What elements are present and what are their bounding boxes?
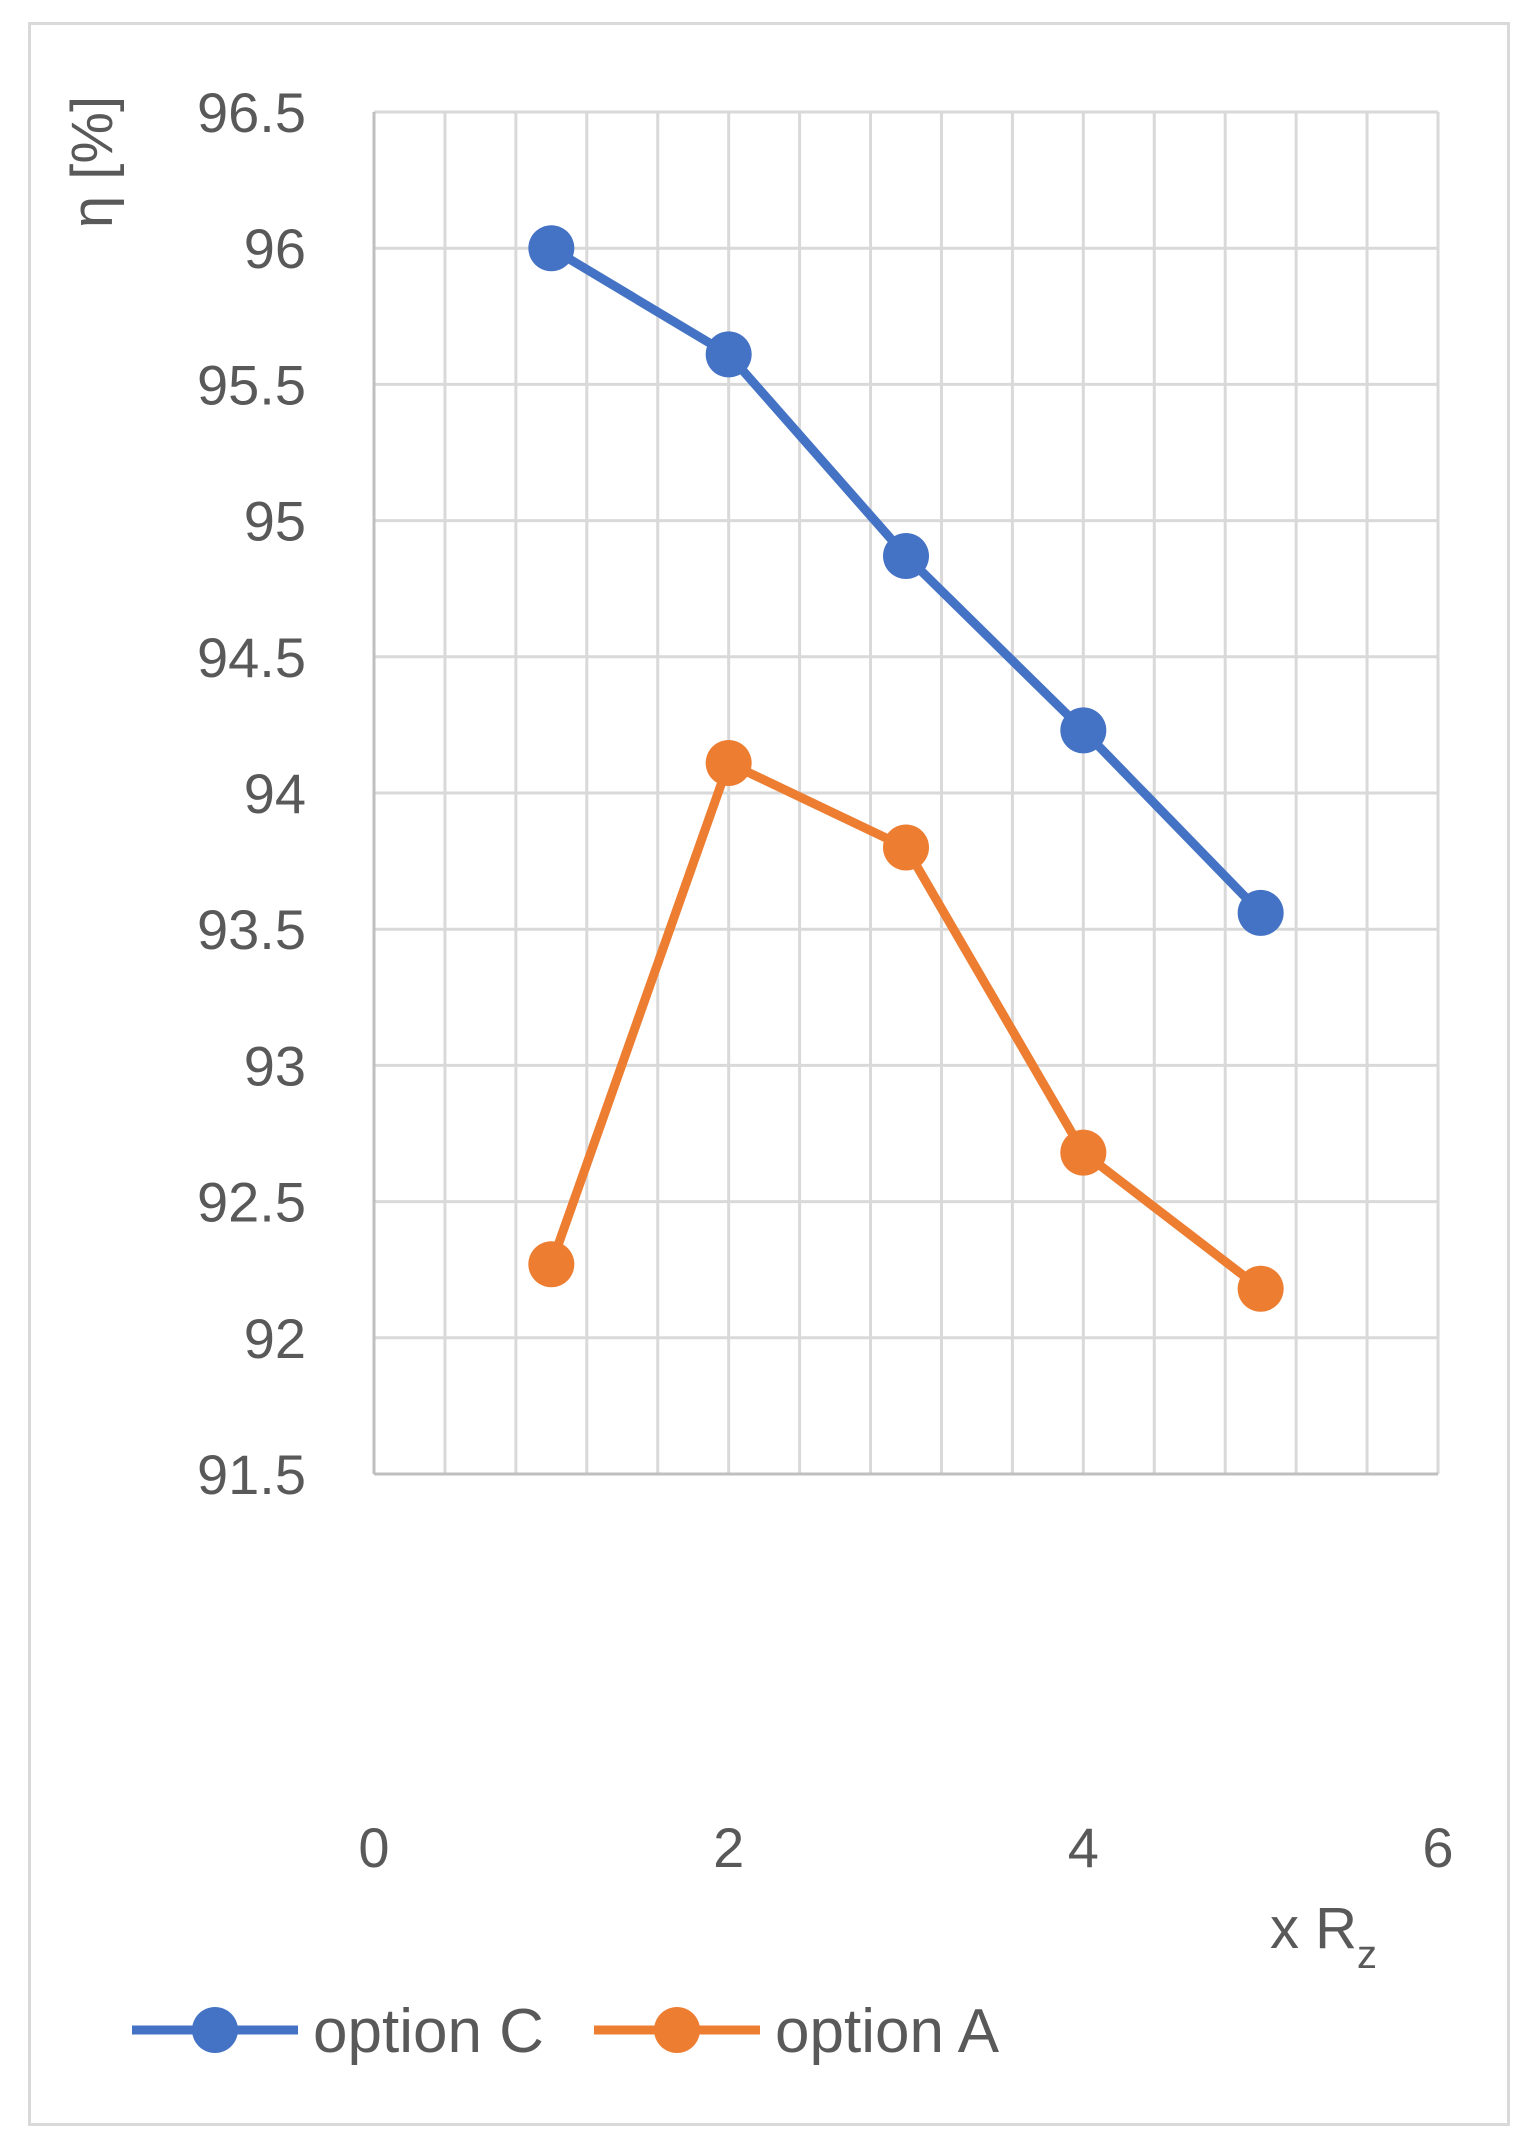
series-option-c — [528, 225, 1284, 936]
series-option-a — [528, 740, 1284, 1312]
x-axis-title: x Rz — [1270, 1896, 1377, 1977]
data-point-option-a — [1237, 1265, 1284, 1312]
y-tick-label: 94.5 — [197, 626, 306, 689]
axes — [372, 112, 1438, 1476]
data-point-option-c — [528, 225, 575, 272]
legend-item-option-c: option C — [132, 1997, 544, 2066]
y-tick-label: 95.5 — [197, 353, 306, 416]
data-point-option-c — [1237, 889, 1284, 936]
series-layer — [528, 225, 1284, 1312]
y-tick-label: 92 — [244, 1307, 306, 1370]
chart-frame — [28, 22, 1510, 2126]
legend-item-option-a: option A — [594, 1997, 1000, 2066]
data-point-option-c — [1060, 707, 1107, 754]
y-tick-label: 92.5 — [197, 1171, 306, 1234]
y-axis-title: η [%] — [60, 96, 125, 228]
data-point-option-c — [705, 331, 752, 378]
x-tick-label: 2 — [713, 1816, 744, 1879]
y-tick-label: 91.5 — [197, 1443, 306, 1506]
legend-swatch-marker-option-a — [654, 2007, 700, 2053]
legend-label-option-a: option A — [775, 1997, 1000, 2066]
grid — [374, 110, 1440, 1474]
data-point-option-a — [1060, 1129, 1107, 1176]
legend-swatch-marker-option-c — [192, 2007, 238, 2053]
data-point-option-a — [883, 824, 929, 871]
legend-label-option-c: option C — [313, 1997, 544, 2066]
y-tick-label: 94 — [244, 762, 306, 825]
y-tick-label: 96.5 — [197, 81, 306, 144]
y-tick-label: 93.5 — [197, 898, 306, 961]
x-tick-label: 4 — [1068, 1816, 1099, 1879]
y-tick-label: 95 — [244, 490, 306, 553]
data-point-option-a — [528, 1241, 575, 1288]
x-axis-title-sub: z — [1357, 1933, 1377, 1977]
y-tick-label: 96 — [244, 217, 306, 280]
data-point-option-a — [705, 740, 752, 787]
y-tick-label: 93 — [244, 1034, 306, 1097]
x-axis-title-main: x R — [1270, 1896, 1357, 1961]
data-point-option-c — [883, 533, 929, 580]
x-tick-label: 0 — [358, 1816, 389, 1879]
x-tick-label: 6 — [1422, 1816, 1453, 1879]
tick-labels: 91.5 92 92.5 93 93.5 94 94.5 95 95.5 96 96.5 0 2 4 6 — [197, 81, 1454, 1879]
legend: option C option A — [132, 1997, 1000, 2066]
